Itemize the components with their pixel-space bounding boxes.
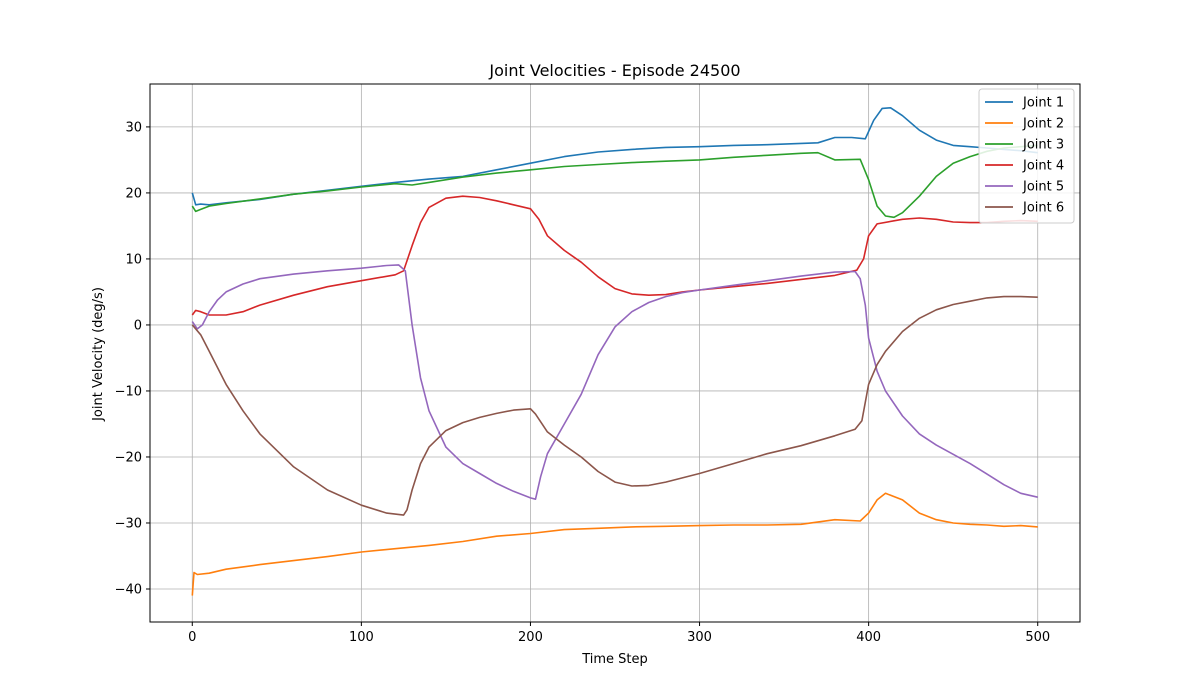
series-line-joint-2 [191, 492, 1038, 596]
y-tick-label: −30 [115, 516, 142, 531]
chart-title: Joint Velocities - Episode 24500 [488, 61, 740, 80]
legend-label-joint-3: Joint 3 [1022, 138, 1064, 153]
x-tick-label: 100 [349, 630, 374, 645]
legend-label-joint-5: Joint 5 [1022, 180, 1064, 195]
y-tick-label: 20 [125, 186, 142, 201]
series-line-joint-6 [191, 295, 1038, 516]
y-tick-label: 30 [125, 120, 142, 135]
y-tick-label: −20 [115, 450, 142, 465]
y-tick-label: −10 [115, 384, 142, 399]
legend: Joint 1 Joint 2 Joint 3 Joint 4 Joint 5 Joint… [978, 88, 1075, 224]
x-tick-label: 500 [1025, 630, 1050, 645]
legend-label-joint-6: Joint 6 [1022, 201, 1064, 216]
legend-label-joint-2: Joint 2 [1022, 117, 1064, 132]
legend-label-joint-1: Joint 1 [1022, 96, 1064, 111]
series-line-joint-5 [191, 264, 1038, 500]
y-tick-label: 0 [134, 318, 142, 333]
y-tick-label: 10 [125, 252, 142, 267]
x-axis-title: Time Step [581, 652, 648, 667]
series-line-joint-3 [191, 144, 1038, 219]
y-axis-title: Joint Velocity (deg/s) [91, 287, 106, 422]
series-line-joint-4 [191, 195, 1038, 316]
series-line-joint-1 [191, 107, 1038, 206]
plot-frame [149, 83, 1081, 623]
x-tick-label: 0 [188, 630, 196, 645]
x-tick-label: 400 [856, 630, 881, 645]
legend-label-joint-4: Joint 4 [1022, 159, 1064, 174]
x-tick-label: 200 [518, 630, 543, 645]
plot-area: 0 100 200 300 400 500 −40 −30 −20 −10 0 10 20 30 [115, 83, 1081, 645]
y-tick-label: −40 [115, 582, 142, 597]
x-tick-label: 300 [687, 630, 712, 645]
